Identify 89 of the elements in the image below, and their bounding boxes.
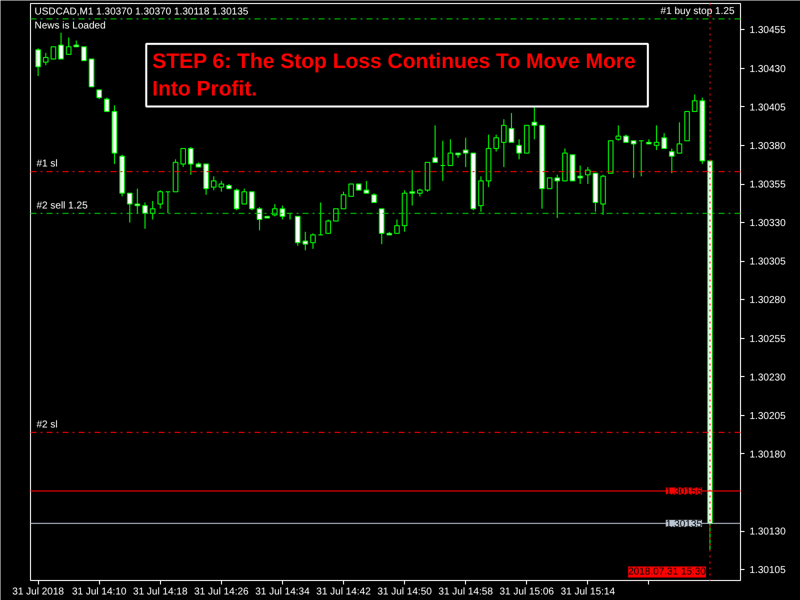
candlestick — [35, 48, 41, 77]
candlestick — [249, 191, 255, 211]
candlestick — [318, 202, 324, 236]
candlestick — [432, 124, 438, 163]
candlestick — [42, 52, 49, 66]
ref-line-label: 1.30135 — [666, 518, 702, 530]
candlestick — [462, 137, 468, 168]
candlestick — [409, 170, 416, 206]
candlestick — [440, 140, 446, 182]
candlestick — [126, 192, 133, 224]
candlestick — [364, 180, 370, 194]
x-tick-label: 31 Jul 2018 — [12, 586, 64, 598]
candlestick — [241, 188, 248, 205]
candlestick — [81, 46, 87, 62]
ref-line-label: #1 buy stop 1.25 — [660, 6, 735, 17]
candlestick — [554, 174, 560, 218]
y-tick-label: 1.30105 — [750, 565, 786, 576]
x-tick-label: 31 Jul 14:58 — [438, 586, 494, 598]
ref-line-label: #1 sl — [36, 158, 58, 170]
candlestick — [676, 122, 682, 154]
candlestick — [348, 184, 354, 197]
y-tick-label: 1.30230 — [750, 372, 786, 384]
candlestick — [394, 218, 400, 234]
candlestick — [256, 206, 262, 231]
candlestick — [210, 176, 217, 191]
candlestick — [325, 218, 332, 234]
candlestick — [157, 190, 164, 210]
candlestick — [616, 124, 622, 142]
candlestick — [142, 202, 148, 230]
y-tick-label: 1.30405 — [750, 102, 786, 114]
y-tick-label: 1.30205 — [750, 410, 786, 422]
y-tick-label: 1.30305 — [750, 256, 786, 268]
candlestick — [501, 118, 507, 168]
x-tick-label: 31 Jul 14:42 — [316, 586, 372, 598]
candlestick — [638, 140, 644, 177]
candlestick — [234, 188, 240, 211]
candlestick — [448, 138, 454, 166]
x-tick-label: 31 Jul 14:50 — [377, 586, 432, 598]
candlestick — [134, 188, 140, 214]
x-tick-label: 31 Jul 14:34 — [255, 586, 310, 598]
y-tick-label: 1.30180 — [750, 449, 786, 460]
y-tick-label: 1.30455 — [750, 25, 786, 36]
candlestick — [180, 148, 186, 168]
candlestick — [577, 164, 583, 185]
annotation: USDCAD,M1 1.30370 1.30370 1.30118 1.30135 — [34, 6, 249, 18]
candlestick — [371, 192, 377, 204]
candlestick — [66, 36, 72, 55]
candlestick — [104, 97, 110, 112]
candlestick — [302, 231, 308, 251]
y-tick-label: 1.30330 — [750, 218, 786, 230]
candlestick — [58, 32, 64, 60]
ref-line-label: #2 sell 1.25 — [36, 200, 88, 212]
candlestick — [692, 94, 698, 112]
y-tick-label: 1.30280 — [750, 295, 786, 306]
candlestick — [150, 200, 156, 220]
candlestick — [493, 134, 499, 152]
ref-line-label: 1.30156 — [666, 486, 702, 498]
x-tick-label: 31 Jul 15:14 — [560, 586, 616, 598]
candlestick — [654, 124, 660, 151]
candlestick — [516, 138, 522, 160]
x-tick-label: 31 Jul 14:18 — [133, 586, 188, 598]
x-tick-label: 31 Jul 14:26 — [194, 586, 250, 598]
candlestick — [218, 180, 224, 192]
candlestick — [333, 208, 339, 222]
ref-line-label: 2018.07.31 15:30 — [628, 566, 706, 578]
candlestick — [50, 46, 56, 60]
y-tick-label: 1.30130 — [750, 526, 786, 538]
candlestick — [508, 112, 514, 143]
x-tick-label: 31 Jul 15:06 — [499, 586, 554, 598]
y-tick-label: 1.30355 — [750, 180, 786, 191]
y-tick-label: 1.30380 — [750, 140, 786, 152]
candlestick — [165, 191, 171, 214]
candlestick — [630, 140, 636, 178]
candlestick — [661, 132, 667, 150]
candlestick — [585, 166, 591, 185]
candlestick — [669, 148, 675, 174]
candlestick — [280, 205, 286, 220]
y-tick-label: 1.30430 — [750, 64, 786, 75]
ref-line-label: #2 sl — [36, 419, 58, 430]
candlestick — [310, 232, 316, 250]
candlestick — [340, 191, 346, 210]
x-tick-label: 31 Jul 14:10 — [72, 586, 127, 598]
candlestick — [546, 177, 552, 190]
candlestick — [96, 89, 102, 100]
candlestick — [272, 204, 278, 217]
text: STEP 6: The Stop Loss Continues To Move More Into Profit. — [152, 50, 636, 100]
y-tick-label: 1.30255 — [750, 334, 786, 345]
candlestick — [188, 146, 194, 176]
annotation: News is Loaded — [34, 20, 106, 32]
